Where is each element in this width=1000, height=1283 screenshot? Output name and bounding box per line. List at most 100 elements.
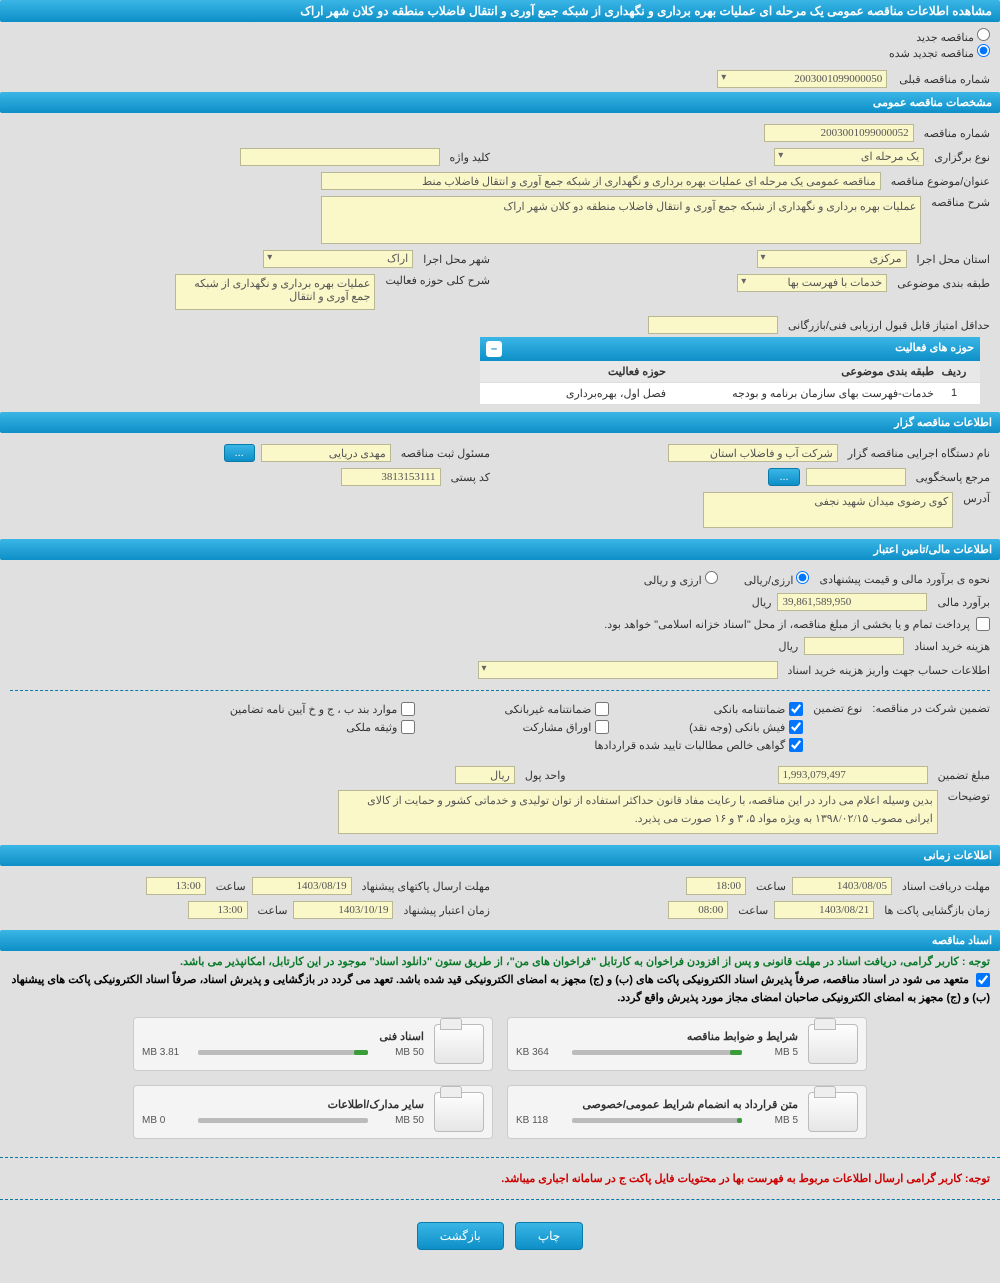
city-select[interactable]: اراک (263, 250, 413, 268)
receive-label: مهلت دریافت اسناد (898, 880, 990, 893)
open-date-input[interactable] (774, 901, 874, 919)
valid-date-input[interactable] (293, 901, 393, 919)
pay-note: پرداخت تمام و یا بخشی از مبلغ مناقصه، از… (600, 618, 970, 631)
open-label: زمان بازگشایی پاکت ها (880, 904, 990, 917)
guarantee-title: تضمین شرکت در مناقصه: (868, 702, 990, 715)
type-label: نوع برگزاری (930, 151, 990, 164)
send-label: مهلت ارسال پاکتهای پیشنهاد (358, 880, 490, 893)
tender-renewed-option[interactable]: مناقصه تجدید شده (889, 48, 990, 60)
resp-input[interactable] (261, 444, 391, 462)
treasury-checkbox[interactable] (976, 617, 990, 631)
acc-label: مرجع پاسخگویی (912, 471, 990, 484)
field-textarea[interactable]: عملیات بهره برداری و نگهداری از شبکه جمع… (175, 274, 375, 310)
chk-clauses[interactable] (401, 702, 415, 716)
chk-cash[interactable] (789, 720, 803, 734)
activity-col-fld: حوزه فعالیت (486, 365, 666, 378)
guarantee-unit-label: واحد پول (521, 769, 566, 782)
print-button[interactable]: چاپ (515, 1222, 583, 1250)
back-button[interactable]: بازگشت (417, 1222, 504, 1250)
min-score-label: حداقل امتیاز قابل قبول ارزیابی فنی/بازرگ… (784, 319, 990, 332)
folder-icon (808, 1092, 858, 1132)
subject-label: عنوان/موضوع مناقصه (887, 175, 990, 188)
post-input[interactable] (341, 468, 441, 486)
tender-new-label: مناقصه جدید (916, 32, 974, 44)
send-date-input[interactable] (252, 877, 352, 895)
receive-date-input[interactable] (792, 877, 892, 895)
resp-label: مسئول ثبت مناقصه (397, 447, 490, 460)
file-box[interactable]: متن قرارداد به انضمام شرایط عمومی/خصوصی5… (507, 1085, 867, 1139)
org-input[interactable] (668, 444, 838, 462)
file-title: اسناد فنی (142, 1030, 424, 1043)
folder-icon (434, 1092, 484, 1132)
method-label: نحوه ی برآورد مالی و قیمت پیشنهادی (815, 573, 990, 586)
activity-row-cat: خدمات-فهرست بهای سازمان برنامه و بودجه (666, 387, 934, 400)
acct-info-select[interactable] (478, 661, 778, 679)
desc-label: شرح مناقصه (927, 196, 990, 209)
rial-unit-2: ریال (778, 640, 798, 653)
valid-label: زمان اعتبار پیشنهاد (399, 904, 490, 917)
chk-certificate[interactable] (789, 738, 803, 752)
tender-renewed-label: مناقصه تجدید شده (889, 48, 974, 60)
doc-cost-input[interactable] (804, 637, 904, 655)
activity-row-fld: فصل اول، بهره‌برداری (486, 387, 666, 400)
collapse-icon[interactable]: – (486, 341, 502, 357)
section-docs-header: اسناد مناقصه (0, 930, 1000, 951)
resp-lookup-button[interactable]: ... (224, 444, 255, 462)
section-financial-header: اطلاعات مالی/تامین اعتبار (0, 539, 1000, 560)
tender-no-label: شماره مناقصه (920, 127, 990, 140)
doc-cost-label: هزینه خرید اسناد (910, 640, 990, 653)
file-box[interactable]: شرایط و ضوابط مناقصه5 MB364 KB (507, 1017, 867, 1071)
remarks-label: توضیحات (944, 790, 990, 803)
estimate-input[interactable] (777, 593, 927, 611)
province-select[interactable]: مرکزی (757, 250, 907, 268)
remarks-textarea[interactable]: بدین وسیله اعلام می دارد در این مناقصه، … (338, 790, 938, 834)
file-size: 0 MB (142, 1115, 192, 1126)
chk-property[interactable] (401, 720, 415, 734)
guarantee-amount-input[interactable] (778, 766, 928, 784)
receive-time-label: ساعت (752, 880, 786, 893)
estimate-label: برآورد مالی (933, 596, 990, 609)
file-box[interactable]: سایر مدارک/اطلاعات50 MB0 MB (133, 1085, 493, 1139)
files-grid: شرایط و ضوابط مناقصه5 MB364 KB اسناد فنی 5… (0, 1013, 1000, 1149)
prev-number-select[interactable]: 2003001099000050 (717, 70, 887, 88)
tender-new-option[interactable]: مناقصه جدید (916, 32, 990, 44)
file-meter (198, 1118, 368, 1123)
file-size: 118 KB (516, 1115, 566, 1126)
category-select[interactable]: خدمات با فهرست بها (737, 274, 887, 292)
receive-time-input[interactable] (686, 877, 746, 895)
file-limit: 50 MB (374, 1115, 424, 1126)
province-label: استان محل اجرا (913, 253, 990, 266)
activity-col-cat: طبقه بندی موضوعی (666, 365, 934, 378)
chk-nonbank[interactable] (595, 702, 609, 716)
method-opt2[interactable]: ارزی و ریالی (644, 571, 718, 587)
addr-textarea[interactable]: کوی رضوی میدان شهید نجفی (703, 492, 953, 528)
open-time-label: ساعت (734, 904, 768, 917)
open-time-input[interactable] (668, 901, 728, 919)
file-size: 3.81 MB (142, 1047, 192, 1058)
table-row: 1 خدمات-فهرست بهای سازمان برنامه و بودجه… (480, 382, 980, 404)
send-time-input[interactable] (146, 877, 206, 895)
guarantee-amount-label: مبلغ تضمین (934, 769, 990, 782)
desc-textarea[interactable]: عملیات بهره برداری و نگهداری از شبکه جمع… (321, 196, 921, 244)
post-label: کد پستی (447, 471, 490, 484)
acct-info-label: اطلاعات حساب جهت واریز هزینه خرید اسناد (784, 664, 990, 677)
file-box[interactable]: اسناد فنی 50 MB 3.81 MB (133, 1017, 493, 1071)
type-select[interactable]: یک مرحله ای (774, 148, 924, 166)
acc-lookup-button[interactable]: ... (768, 468, 799, 486)
commit-checkbox[interactable] (976, 973, 990, 987)
file-limit: 5 MB (748, 1047, 798, 1058)
method-opt1[interactable]: ارزی/ریالی (744, 571, 810, 587)
tender-no-input[interactable] (764, 124, 914, 142)
chk-bank[interactable] (789, 702, 803, 716)
docs-note-green: توجه : کاربر گرامی، دریافت اسناد در مهلت… (0, 951, 1000, 972)
file-limit: 50 MB (374, 1047, 424, 1058)
min-score-input[interactable] (648, 316, 778, 334)
guarantee-unit-input[interactable] (455, 766, 515, 784)
chk-bonds[interactable] (595, 720, 609, 734)
keyword-input[interactable] (240, 148, 440, 166)
subject-input[interactable] (321, 172, 881, 190)
acc-input[interactable] (806, 468, 906, 486)
valid-time-input[interactable] (188, 901, 248, 919)
activity-table: حوزه های فعالیت – ردیف طبقه بندی موضوعی … (480, 337, 980, 404)
file-limit: 5 MB (748, 1115, 798, 1126)
